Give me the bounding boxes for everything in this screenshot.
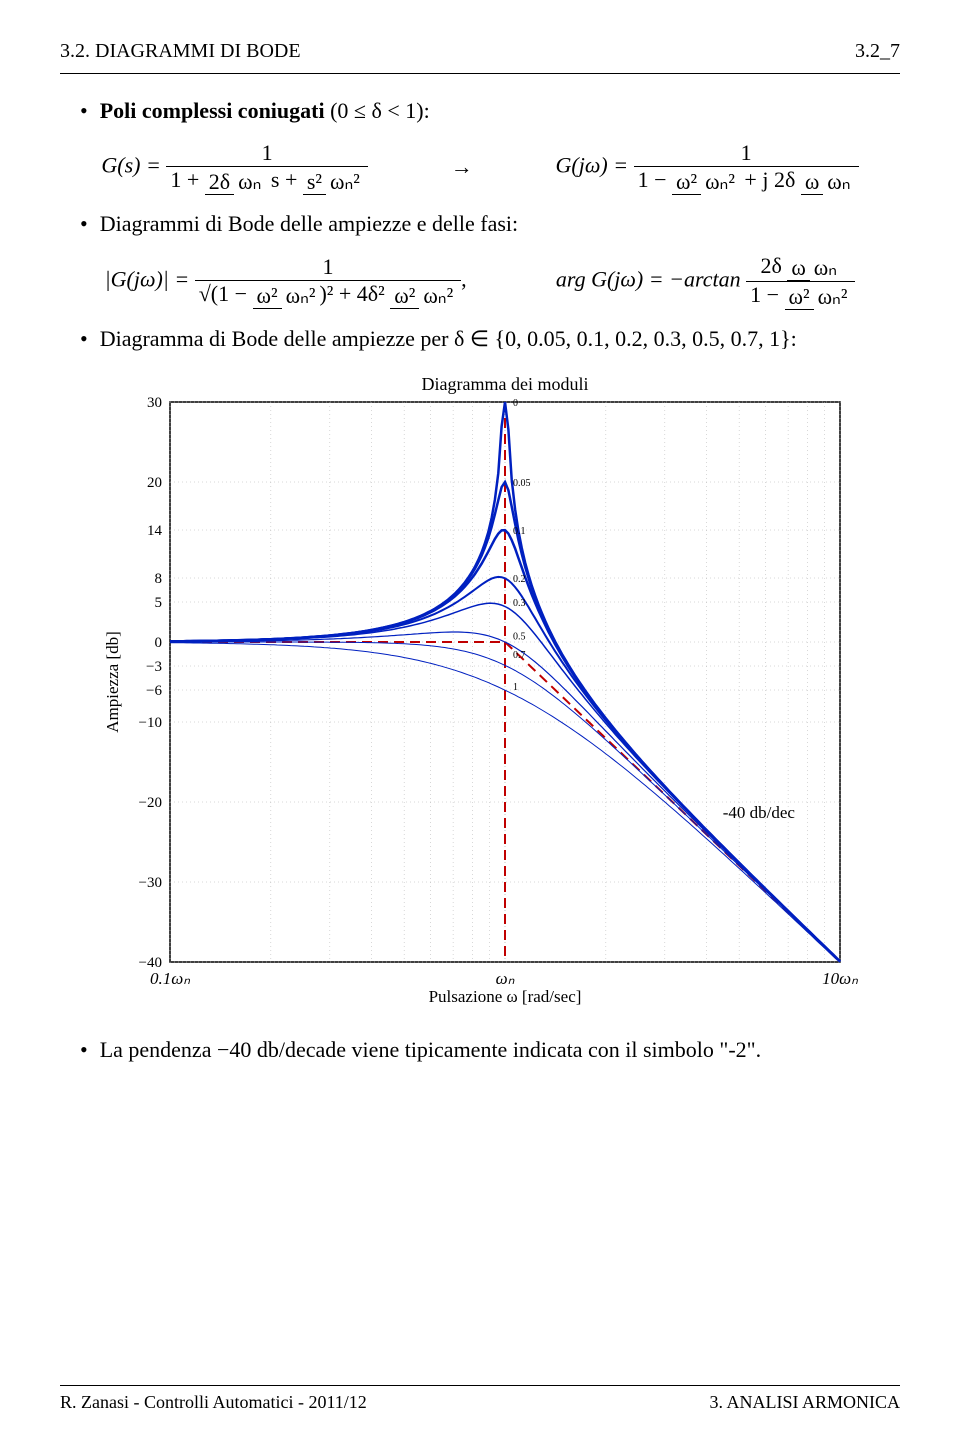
bullet-poli-bold: Poli complessi coniugati: [100, 98, 325, 123]
bullet-dot-icon: •: [80, 326, 88, 352]
svg-text:−10: −10: [139, 715, 162, 731]
svg-text:ωₙ: ωₙ: [496, 969, 515, 988]
header-left: 3.2. DIAGRAMMI DI BODE: [60, 40, 301, 63]
math-gs-gjw: G(s) = 1 1 + 2δωₙ s + s²ωₙ² → G(jω) = 1 …: [60, 140, 900, 195]
svg-text:0.7: 0.7: [513, 650, 526, 661]
gjw-block: G(jω) = 1 1 − ω²ωₙ² + j 2δ ωωₙ: [556, 140, 859, 195]
svg-text:0.2: 0.2: [513, 574, 526, 585]
svg-text:0.1ωₙ: 0.1ωₙ: [150, 969, 190, 988]
svg-text:Pulsazione ω [rad/sec]: Pulsazione ω [rad/sec]: [429, 987, 582, 1006]
svg-text:Ampiezza [db]: Ampiezza [db]: [103, 631, 122, 732]
bode-svg: 302014850−3−6−10−20−30−4000.050.10.20.30…: [100, 372, 860, 1012]
svg-text:0: 0: [155, 635, 163, 651]
svg-text:−20: −20: [139, 795, 162, 811]
gjw-lhs: G(jω) =: [556, 153, 629, 178]
svg-text:0.3: 0.3: [513, 598, 526, 609]
svg-text:Diagramma dei moduli: Diagramma dei moduli: [422, 374, 589, 394]
arg-lhs: arg G(jω) = −arctan: [556, 266, 741, 291]
bullet-dot-icon: •: [80, 211, 88, 237]
bullet-b3-set: δ ∈ {0, 0.05, 0.1, 0.2, 0.3, 0.5, 0.7, 1…: [454, 326, 797, 351]
svg-text:14: 14: [147, 523, 163, 539]
svg-text:0.5: 0.5: [513, 631, 526, 642]
bullet-diagrammi-text: Diagrammi di Bode delle ampiezze e delle…: [100, 211, 518, 237]
bullet-dot-icon: •: [80, 98, 88, 124]
bullet-pendenza: • La pendenza −40 db/decade viene tipica…: [60, 1037, 900, 1063]
footer-left: R. Zanasi - Controlli Automatici - 2011/…: [60, 1392, 367, 1413]
gs-block: G(s) = 1 1 + 2δωₙ s + s²ωₙ²: [101, 140, 367, 195]
mag-lhs: |G(jω)| =: [105, 266, 190, 291]
bullet-poli: • Poli complessi coniugati (0 ≤ δ < 1):: [60, 98, 900, 124]
footer-rule: [60, 1385, 900, 1386]
bullet-dot-icon: •: [80, 1037, 88, 1063]
svg-text:1: 1: [513, 682, 518, 693]
svg-text:20: 20: [147, 475, 162, 491]
arrow: →: [451, 154, 473, 180]
svg-text:0.1: 0.1: [513, 526, 526, 537]
bullet-poli-cond: (0 ≤ δ < 1):: [330, 98, 430, 123]
svg-text:−30: −30: [139, 875, 162, 891]
b4-val: −40: [217, 1037, 251, 1062]
b4-prefix: La pendenza: [100, 1037, 212, 1062]
b4-suffix: db/decade viene tipicamente indicata con…: [257, 1037, 761, 1062]
bode-chart: 302014850−3−6−10−20−30−4000.050.10.20.30…: [100, 372, 860, 1017]
header-right: 3.2_7: [855, 40, 900, 63]
mag-block: |G(jω)| = 1 √(1 − ω²ωₙ²)² + 4δ² ω²ωₙ² ,: [105, 254, 467, 309]
svg-text:8: 8: [155, 571, 163, 587]
page-footer: R. Zanasi - Controlli Automatici - 2011/…: [60, 1385, 900, 1413]
svg-text:-40 db/dec: -40 db/dec: [723, 803, 796, 822]
svg-text:−3: −3: [146, 659, 162, 675]
math-mag-arg: |G(jω)| = 1 √(1 − ω²ωₙ²)² + 4δ² ω²ωₙ² , …: [60, 253, 900, 310]
page-header: 3.2. DIAGRAMMI DI BODE 3.2_7: [60, 40, 900, 63]
svg-text:0: 0: [513, 398, 518, 409]
svg-text:−6: −6: [146, 683, 162, 699]
bullet-diagramma-per: • Diagramma di Bode delle ampiezze per δ…: [60, 326, 900, 352]
gs-lhs: G(s) =: [101, 153, 160, 178]
svg-text:30: 30: [147, 395, 162, 411]
arg-block: arg G(jω) = −arctan 2δ ωωₙ 1 − ω²ωₙ²: [556, 253, 856, 310]
footer-right: 3. ANALISI ARMONICA: [709, 1392, 900, 1413]
header-rule: [60, 73, 900, 74]
bullet-b3-prefix: Diagramma di Bode delle ampiezze per: [100, 326, 449, 351]
bullet-diagrammi: • Diagrammi di Bode delle ampiezze e del…: [60, 211, 900, 237]
svg-text:5: 5: [155, 595, 163, 611]
svg-text:10ωₙ: 10ωₙ: [822, 969, 858, 988]
svg-text:0.05: 0.05: [513, 478, 531, 489]
